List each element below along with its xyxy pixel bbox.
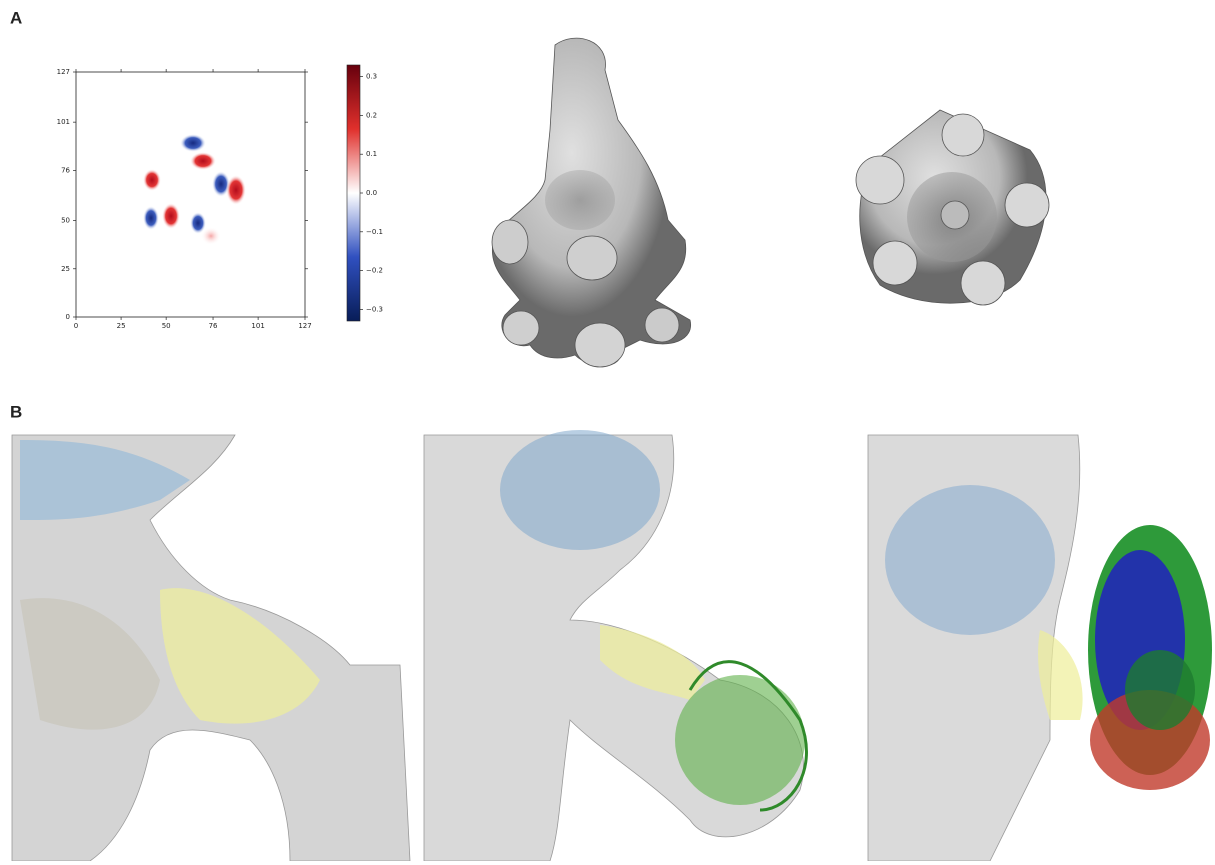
density-map-side (492, 38, 691, 367)
plot-frame (76, 72, 305, 317)
figure: A B 025507610112702550761011270.30.20.10… (0, 0, 1215, 861)
x-tick-label: 127 (298, 322, 311, 330)
panel-label: B (10, 402, 22, 421)
colorbar (347, 65, 360, 321)
colorbar-tick-label: −0.1 (366, 228, 383, 236)
structure-view-2 (424, 430, 806, 861)
colorbar-tick-label: 0.3 (366, 73, 377, 81)
y-tick-label: 101 (57, 118, 70, 126)
colorbar-tick-label: −0.3 (366, 305, 383, 313)
panel-label: A (10, 8, 22, 27)
x-tick-label: 76 (209, 322, 218, 330)
x-tick-label: 50 (162, 322, 171, 330)
y-tick-label: 25 (61, 265, 70, 273)
colorbar-tick-label: −0.2 (366, 267, 383, 275)
y-tick-label: 50 (61, 217, 70, 225)
structure-view-3 (868, 435, 1212, 861)
colorbar-tick-label: 0.0 (366, 189, 377, 197)
y-tick-label: 0 (66, 313, 70, 321)
heatmap: 0 25 50 76 101 127 0 25 50 76 101 127 0.3 0.2 0.1 0.0 −0… (57, 65, 383, 330)
colorbar-tick-label: 0.2 (366, 111, 377, 119)
y-tick-label: 127 (57, 68, 70, 76)
structure-view-1 (12, 435, 410, 861)
density-map-top (856, 110, 1049, 305)
colorbar-tick-label: 0.1 (366, 150, 377, 158)
x-tick-label: 0 (74, 322, 78, 330)
y-tick-label: 76 (61, 166, 70, 174)
x-tick-label: 25 (117, 322, 126, 330)
x-tick-label: 101 (251, 322, 264, 330)
